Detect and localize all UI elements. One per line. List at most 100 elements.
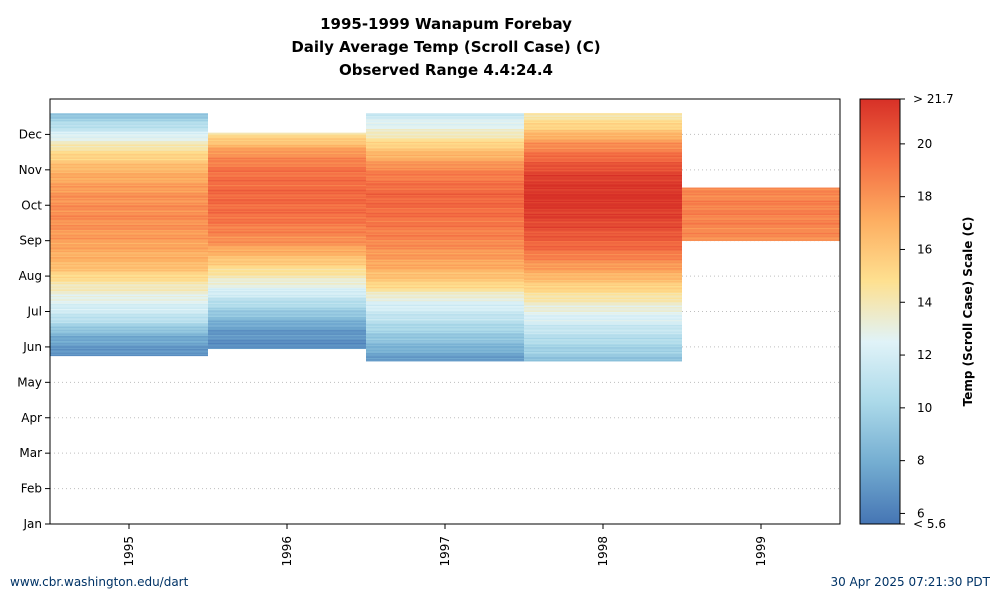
heatmap-cell (524, 333, 682, 336)
heatmap-cell (524, 184, 682, 186)
heatmap-cell (524, 352, 682, 355)
heatmap-cell (682, 221, 840, 224)
heatmap-cell (524, 346, 682, 349)
heatmap-cell (366, 298, 524, 301)
heatmap-cell (682, 193, 840, 195)
heatmap-cell (524, 143, 682, 146)
heatmap-cell (366, 302, 524, 304)
heatmap-cell (50, 319, 208, 321)
heatmap-cell (524, 200, 682, 203)
heatmap-cell (208, 232, 366, 235)
heatmap-cell (366, 311, 524, 314)
heatmap-cell (366, 269, 524, 271)
heatmap-cell (682, 201, 840, 204)
heatmap-cell (524, 167, 682, 170)
heatmap-cell (50, 158, 208, 161)
heatmap-cell (682, 232, 840, 234)
heatmap-cell (366, 357, 524, 360)
heatmap-cell (208, 316, 366, 319)
heatmap-cell (208, 172, 366, 175)
y-tick-label-feb: Feb (21, 482, 42, 496)
heatmap-cell (366, 240, 524, 243)
heatmap-cell (524, 305, 682, 308)
heatmap-cell (50, 190, 208, 193)
heatmap-cell (366, 226, 524, 229)
heatmap-cell (208, 262, 366, 265)
heatmap-cell (366, 261, 524, 264)
heatmap-cell (208, 156, 366, 158)
heatmap-cell (524, 320, 682, 323)
heatmap-cell (208, 184, 366, 187)
heatmap-cell (208, 216, 366, 218)
x-tick-label-1998: 1998 (596, 536, 610, 567)
heatmap-cell (366, 296, 524, 298)
heatmap-cell (50, 203, 208, 206)
heatmap-cell (208, 313, 366, 315)
heatmap-cell (524, 214, 682, 217)
heatmap-cell (50, 199, 208, 202)
heatmap-cell (50, 351, 208, 353)
heatmap-cell (366, 133, 524, 135)
heatmap-cell (208, 199, 366, 202)
heatmap-cell (50, 166, 208, 169)
y-tick-label-sep: Sep (19, 234, 42, 248)
heatmap-cell (50, 124, 208, 126)
heatmap-cell (208, 260, 366, 262)
heatmap-cell (208, 223, 366, 226)
heatmap-cell (50, 160, 208, 163)
footer-source-link[interactable]: www.cbr.washington.edu/dart (10, 575, 189, 589)
heatmap-cell (208, 255, 366, 257)
heatmap-cell (208, 196, 366, 198)
heatmap-cell (524, 119, 682, 121)
heatmap-cell (366, 276, 524, 278)
heatmap-cell (366, 330, 524, 332)
heatmap-cell (50, 352, 208, 354)
y-tick-label-mar: Mar (19, 446, 42, 460)
heatmap-cell (366, 338, 524, 341)
heatmap-cell (524, 300, 682, 303)
heatmap-cell (50, 253, 208, 255)
heatmap-cell (366, 154, 524, 157)
heatmap-cell (366, 194, 524, 197)
heatmap-cell (50, 178, 208, 181)
heatmap-cell (366, 238, 524, 240)
heatmap-cell (50, 316, 208, 319)
heatmap-cell (366, 185, 524, 187)
footer-timestamp: 30 Apr 2025 07:21:30 PDT (830, 575, 990, 589)
heatmap-cell (208, 139, 366, 142)
heatmap-cell (208, 295, 366, 298)
heatmap-cell (50, 215, 208, 217)
heatmap-cell (366, 274, 524, 277)
heatmap-cell (208, 289, 366, 292)
heatmap-cell (366, 178, 524, 180)
heatmap-cell (524, 299, 682, 302)
heatmap-cell (208, 288, 366, 291)
heatmap-cell (208, 140, 366, 143)
heatmap-cell (208, 182, 366, 184)
heatmap-cell (50, 138, 208, 141)
heatmap-cell (208, 347, 366, 350)
heatmap-cell (366, 332, 524, 335)
heatmap-cell (524, 218, 682, 220)
heatmap-cell (366, 325, 524, 328)
heatmap-cell (208, 181, 366, 183)
heatmap-cell (50, 237, 208, 240)
heatmap-cell (50, 273, 208, 275)
heatmap-cell (524, 132, 682, 134)
heatmap-cell (682, 207, 840, 210)
heatmap-cell (524, 279, 682, 282)
heatmap-cell (366, 306, 524, 309)
heatmap-cell (208, 192, 366, 195)
heatmap-cell (208, 228, 366, 230)
heatmap-cell (366, 303, 524, 305)
heatmap-cell (524, 188, 682, 191)
heatmap-cell (50, 332, 208, 334)
heatmap-cell (208, 169, 366, 171)
heatmap-cell (208, 173, 366, 176)
heatmap-cell (208, 256, 366, 259)
heatmap-cell (366, 184, 524, 186)
heatmap-cell (366, 218, 524, 220)
heatmap-cell (366, 196, 524, 199)
heatmap-cell (50, 164, 208, 167)
heatmap-cell (682, 199, 840, 201)
